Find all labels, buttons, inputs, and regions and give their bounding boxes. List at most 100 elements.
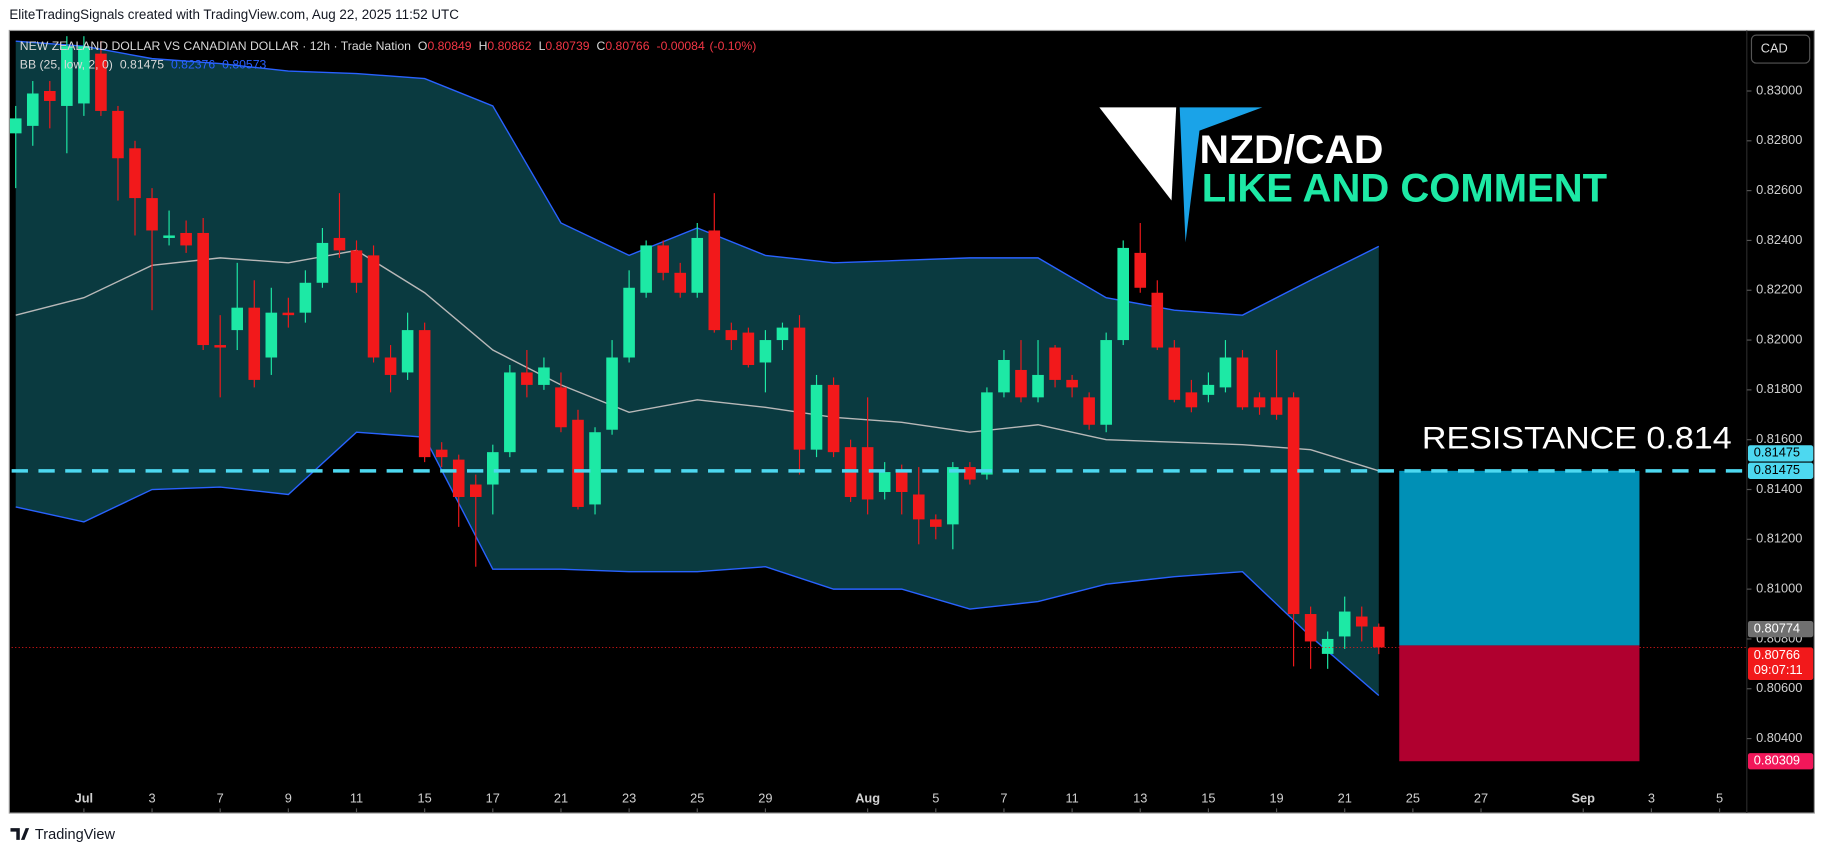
stop-badge: 0.80309 <box>1754 753 1800 768</box>
watermark-title: NZD/CAD <box>1199 128 1383 172</box>
countdown: 09:07:11 <box>1754 662 1803 677</box>
candle-body <box>657 245 669 273</box>
candle-body <box>793 327 806 450</box>
ohlc-value: 0.80739 <box>545 39 589 53</box>
currency-label[interactable]: CAD <box>1761 40 1788 55</box>
x-tick-label: 11 <box>350 790 363 805</box>
x-tick-label: 19 <box>1269 790 1283 805</box>
candle-body <box>998 359 1010 393</box>
candle-body <box>1032 374 1044 398</box>
x-tick-label: 11 <box>1065 790 1078 805</box>
candle-body <box>538 367 550 385</box>
candle-body <box>947 467 959 525</box>
resistance-badge: 0.81475 <box>1754 462 1800 477</box>
candle-body <box>1304 614 1317 642</box>
close-badge-bg <box>1747 647 1814 681</box>
candle-body <box>623 287 635 358</box>
ohlc-value: 0.80849 <box>427 39 471 53</box>
bb-label: BB (25, low, 2, 0) <box>20 58 113 72</box>
x-tick-label: 25 <box>690 790 704 805</box>
x-tick-label: 5 <box>1716 790 1723 805</box>
x-tick-label: 7 <box>1000 790 1007 805</box>
currency-button[interactable] <box>1750 34 1811 64</box>
candle-body <box>691 237 704 293</box>
candle-body <box>810 384 823 450</box>
close-badge: 0.80766 <box>1754 647 1800 662</box>
candle-body <box>1083 397 1095 425</box>
logo-blue <box>1179 107 1263 243</box>
x-tick-label: 15 <box>418 790 432 805</box>
y-tick-label: 0.82400 <box>1756 232 1802 247</box>
candle-body <box>1151 292 1164 348</box>
candle-body <box>44 90 56 101</box>
candle-body <box>418 330 431 458</box>
candle-body <box>504 372 516 453</box>
y-tick-label: 0.81600 <box>1756 431 1802 446</box>
candle-body <box>708 230 721 331</box>
candle-body <box>878 472 891 492</box>
candle-body <box>1338 611 1351 637</box>
bb-basis-value: 0.81475 <box>120 58 164 72</box>
brand-mark <box>10 828 30 840</box>
bb-lower-value: 0.80573 <box>222 58 266 72</box>
credit: EliteTradingSignals created with Trading… <box>9 7 459 22</box>
candle-body <box>180 232 192 246</box>
x-tick-label: 23 <box>622 790 636 805</box>
candle-body <box>9 118 22 134</box>
candle-body <box>384 357 397 375</box>
watermark-subtitle: LIKE AND COMMENT <box>1202 167 1607 211</box>
y-tick-label: 0.81200 <box>1756 531 1802 546</box>
x-tick-label: 29 <box>758 790 772 805</box>
ohlc-letter: C <box>597 39 606 53</box>
candle-body <box>282 312 295 316</box>
candle-body <box>1270 397 1283 415</box>
bb-upper-value: 0.82376 <box>171 58 215 72</box>
candle-body <box>895 472 908 492</box>
bb-basis <box>15 249 1379 472</box>
bb-lower <box>15 431 1380 697</box>
candle-body <box>930 519 942 527</box>
legend-ohlc: NEW ZEALAND DOLLAR VS CANADIAN DOLLAR · … <box>20 39 757 53</box>
change: -0.00084 <box>657 39 705 53</box>
change-pct: (-0.10%) <box>709 39 756 53</box>
y-tick-label: 0.81000 <box>1756 581 1802 596</box>
candle-body <box>112 110 124 159</box>
candle-body <box>299 282 312 313</box>
y-tick-label: 0.81400 <box>1756 481 1802 496</box>
y-tick-label: 0.82800 <box>1756 132 1802 147</box>
loss-zone <box>1399 645 1640 762</box>
x-tick-label: 21 <box>554 790 568 805</box>
candle-body <box>776 327 789 341</box>
candle-body <box>1049 347 1061 380</box>
candle-body <box>367 255 380 358</box>
brand-logo <box>10 828 30 840</box>
y-tick-label: 0.80400 <box>1756 730 1802 745</box>
entry-badge: 0.80774 <box>1754 620 1800 635</box>
symbol-title: NEW ZEALAND DOLLAR VS CANADIAN DOLLAR · … <box>20 39 411 53</box>
candle-body <box>469 484 482 497</box>
x-tick-label: 9 <box>285 790 292 805</box>
candle-body <box>1253 397 1266 408</box>
x-tick-label: 17 <box>486 790 500 805</box>
x-tick-label: 25 <box>1406 790 1420 805</box>
candle-body <box>912 494 925 520</box>
x-tick-label: 27 <box>1474 790 1488 805</box>
candle-body <box>95 53 107 111</box>
legend-bb: BB (25, low, 2, 0) 0.81475 0.82376 0.80573 <box>20 58 267 72</box>
candle-body <box>521 372 533 385</box>
x-tick-label: 21 <box>1338 790 1352 805</box>
candle-body <box>1355 616 1368 627</box>
candle-body <box>1219 357 1232 388</box>
candle-body <box>1134 252 1147 288</box>
ohlc-value: 0.80862 <box>487 39 531 53</box>
candle-body <box>589 432 601 505</box>
ohlc-letter: H <box>479 39 488 53</box>
ohlc-value: 0.80766 <box>605 39 649 53</box>
candle-body <box>964 467 976 480</box>
candle-body <box>1168 347 1181 400</box>
candle-body <box>1185 392 1198 408</box>
y-tick-label: 0.82200 <box>1756 282 1802 297</box>
y-tick-label: 0.80600 <box>1756 680 1802 695</box>
basis-badge: 0.81475 <box>1754 445 1800 460</box>
candle-body <box>861 447 874 500</box>
